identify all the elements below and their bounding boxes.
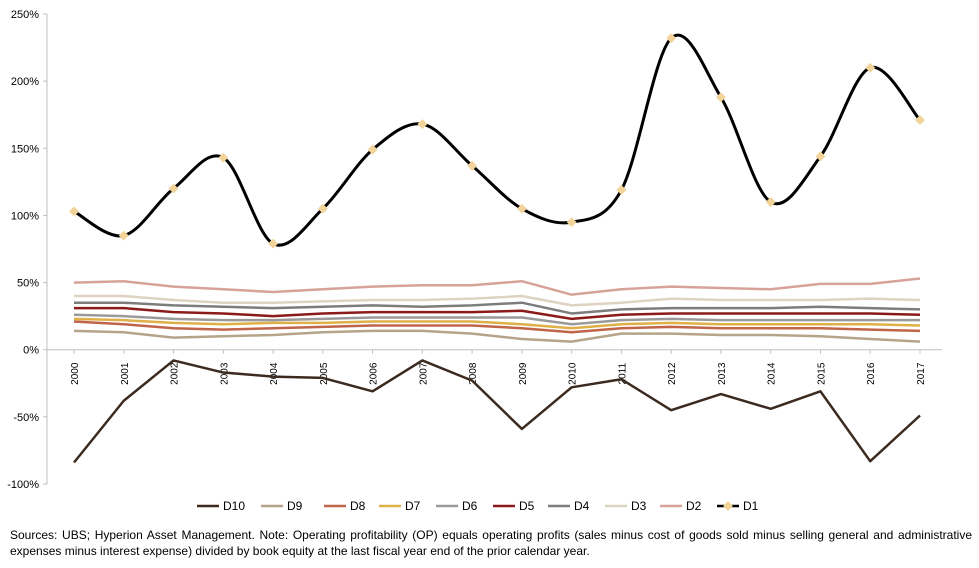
x-tick-label: 2013 (717, 362, 728, 385)
data-point-d1 (915, 115, 925, 126)
data-point-d1 (666, 33, 677, 44)
legend-label-d1: D1 (743, 499, 759, 513)
x-tick-label: 2010 (568, 362, 579, 385)
series-line-d3 (74, 294, 921, 307)
data-point-d1 (765, 197, 776, 207)
data-point-d1 (118, 230, 129, 241)
legend-label-d10: D10 (223, 499, 245, 513)
data-point-d1 (69, 206, 79, 217)
series-line-d2 (73, 277, 921, 296)
legend-marker-d1 (723, 501, 733, 511)
legend-label-d2: D2 (686, 499, 702, 513)
x-tick-label: 2015 (816, 362, 827, 385)
data-point-d1 (865, 62, 876, 73)
x-tick-label: 2016 (866, 362, 877, 385)
data-point-d1 (616, 184, 627, 195)
legend-label-d4: D4 (574, 499, 590, 513)
series-line-d7 (73, 317, 921, 330)
x-tick-label: 2001 (120, 362, 131, 385)
x-tick-label: 2005 (319, 362, 330, 385)
data-point-d1 (168, 183, 179, 194)
x-axis: 2000 2001 2002 2003 2004 2005 2006 2007 2008 2009… (47, 349, 942, 385)
legend: D10 D9 D8 D7 D6 D5 D4 D3 D2 D1 (197, 499, 759, 513)
x-tick-label: 2012 (667, 362, 678, 385)
series-line-d1 (73, 33, 922, 247)
y-axis: -100% -50% 0% 50% 100% 150% 200% 250% (7, 9, 48, 491)
x-tick-label: 2000 (70, 362, 81, 385)
data-point-d1 (566, 217, 577, 228)
x-tick-label: 2009 (518, 362, 529, 385)
series-line-d9 (73, 329, 921, 343)
x-tick-label: 2006 (369, 362, 380, 385)
x-tick-label: 2014 (767, 362, 778, 385)
x-tick-label: 2008 (468, 362, 479, 385)
y-tick-label: 200% (11, 76, 39, 88)
x-tick-label: 2002 (170, 362, 181, 385)
y-tick-label: 0% (23, 345, 39, 357)
legend-label-d8: D8 (350, 499, 366, 513)
y-tick-label: 250% (11, 9, 39, 21)
legend-label-d5: D5 (519, 499, 535, 513)
data-point-d1 (417, 119, 428, 130)
series-layer (69, 33, 925, 464)
data-point-d1 (715, 92, 726, 103)
legend-label-d6: D6 (462, 499, 478, 513)
series-line-d8 (73, 320, 921, 334)
y-tick-label: 100% (11, 210, 39, 222)
series-line-d4 (74, 301, 921, 315)
series-line-d10 (73, 359, 921, 464)
y-tick-label: 50% (17, 278, 39, 290)
legend-label-d3: D3 (631, 499, 647, 513)
legend-label-d9: D9 (287, 499, 303, 513)
data-point-d1 (516, 203, 527, 214)
y-tick-label: -100% (7, 479, 39, 491)
x-tick-label: 2004 (269, 362, 280, 385)
x-tick-label: 2007 (418, 362, 429, 385)
series-line-d5 (74, 306, 921, 321)
x-tick-label: 2017 (916, 362, 927, 385)
data-point-d1 (815, 151, 826, 162)
data-point-d1 (218, 152, 229, 163)
y-tick-label: -50% (13, 412, 39, 424)
x-tick-label: 2011 (617, 363, 628, 385)
legend-label-d7: D7 (405, 499, 421, 513)
source-note: Sources: UBS; Hyperion Asset Management.… (10, 528, 972, 558)
series-line-d6 (73, 313, 920, 326)
y-tick-label: 150% (11, 143, 39, 155)
